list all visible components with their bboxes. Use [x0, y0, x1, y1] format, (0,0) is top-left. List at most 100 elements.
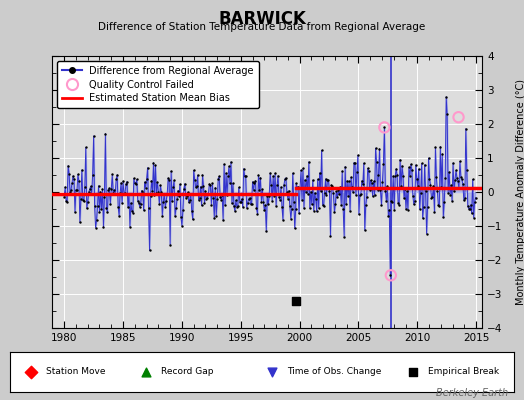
Point: [198, 172, 206, 178]
Point: [253, 211, 261, 217]
Point: [207, 201, 215, 208]
Point: [470, 214, 478, 221]
Point: [82, 144, 90, 150]
Point: [434, 202, 443, 208]
Point: [394, 200, 402, 206]
Point: [290, 225, 299, 232]
Point: [337, 202, 345, 208]
Point: [215, 173, 223, 180]
Point: [372, 145, 380, 151]
Point: [468, 176, 477, 183]
Point: [124, 204, 132, 210]
Point: [378, 178, 387, 185]
Point: [308, 201, 316, 208]
Text: Berkeley Earth: Berkeley Earth: [436, 388, 508, 398]
Point: [363, 194, 371, 200]
Point: [109, 190, 117, 196]
Point: [472, 194, 480, 201]
Point: [285, 187, 293, 194]
Point: [239, 166, 248, 172]
Point: [374, 172, 383, 178]
Point: [425, 176, 434, 182]
Point: [454, 114, 463, 120]
Point: [361, 227, 369, 234]
Point: [270, 192, 278, 199]
Point: [206, 182, 214, 188]
Point: [439, 214, 447, 221]
Point: [390, 206, 398, 213]
Point: [191, 184, 200, 190]
Point: [347, 174, 355, 180]
Point: [236, 199, 245, 205]
Point: [219, 217, 227, 223]
Point: [293, 185, 301, 191]
Point: [381, 188, 389, 194]
Point: [179, 207, 187, 214]
Point: [130, 180, 139, 186]
Point: [265, 192, 274, 199]
Point: [127, 200, 135, 206]
Point: [304, 159, 313, 165]
Point: [181, 180, 189, 187]
Legend: Difference from Regional Average, Quality Control Failed, Estimated Station Mean: Difference from Regional Average, Qualit…: [57, 61, 259, 108]
Point: [70, 176, 78, 182]
Point: [462, 125, 470, 132]
Point: [323, 176, 332, 183]
Point: [340, 234, 348, 240]
Point: [424, 155, 433, 161]
Point: [120, 191, 128, 197]
Point: [342, 201, 351, 207]
Point: [72, 186, 80, 193]
Point: [255, 187, 264, 193]
Point: [126, 224, 134, 230]
Point: [433, 188, 442, 195]
Point: [335, 191, 343, 198]
Point: [119, 178, 127, 184]
Point: [421, 188, 430, 194]
Point: [456, 158, 464, 165]
Point: [132, 181, 140, 187]
Point: [463, 167, 471, 173]
Point: [287, 215, 295, 222]
Point: [311, 190, 319, 196]
Point: [79, 197, 87, 203]
Point: [260, 207, 268, 214]
Point: [248, 178, 257, 185]
Point: [320, 190, 329, 196]
Point: [86, 183, 95, 190]
Point: [75, 178, 83, 184]
Point: [326, 232, 335, 239]
Point: [152, 190, 160, 196]
Point: [451, 176, 459, 183]
Point: [153, 179, 161, 186]
Point: [366, 177, 375, 184]
Point: [364, 165, 372, 172]
Point: [252, 178, 260, 184]
Point: [147, 178, 156, 184]
Point: [305, 205, 314, 211]
Point: [116, 190, 124, 196]
Point: [397, 183, 405, 189]
Point: [292, 180, 300, 187]
Point: [419, 204, 428, 210]
Point: [217, 196, 225, 203]
Point: [139, 207, 148, 214]
Point: [182, 194, 190, 201]
Point: [246, 201, 255, 207]
Point: [379, 160, 388, 167]
Point: [343, 178, 351, 184]
Point: [322, 192, 331, 199]
Point: [405, 164, 413, 170]
Point: [383, 183, 391, 189]
Point: [97, 206, 106, 212]
Point: [113, 172, 122, 178]
Point: [352, 192, 360, 198]
Point: [295, 210, 303, 217]
Point: [330, 209, 339, 215]
Point: [208, 180, 216, 187]
Point: [299, 165, 307, 172]
Point: [386, 272, 395, 278]
Point: [442, 94, 450, 100]
Point: [387, 198, 396, 204]
Point: [225, 163, 233, 170]
